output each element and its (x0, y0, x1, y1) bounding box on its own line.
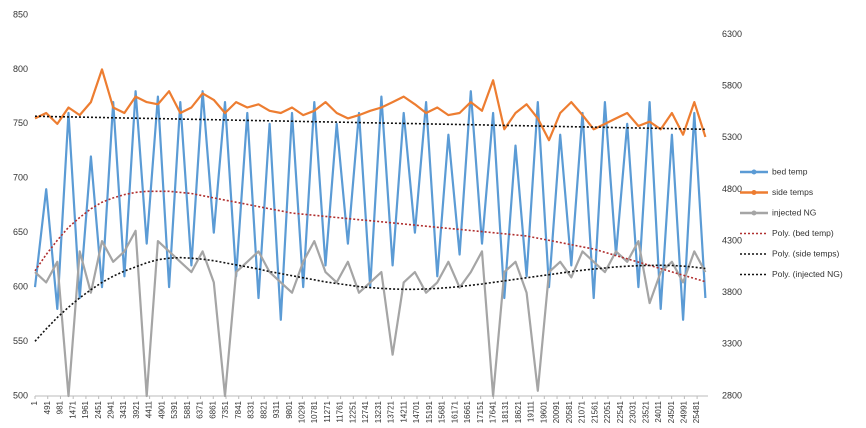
y-tick-label: 550 (13, 336, 28, 346)
y-tick-label: 800 (13, 64, 28, 74)
x-tick-label: 3431 (119, 400, 128, 418)
y2-tick-label: 3800 (722, 287, 742, 297)
legend-marker (751, 210, 757, 216)
x-tick-label: 17641 (488, 400, 497, 423)
x-tick-label: 1961 (81, 400, 90, 418)
x-tick-label: 2451 (94, 400, 103, 418)
x-tick-label: 14211 (399, 400, 408, 422)
legend-marker (751, 169, 757, 175)
x-tick-label: 6861 (208, 400, 217, 418)
y2-tick-label: 2800 (722, 390, 742, 400)
x-tick-label: 24991 (679, 400, 688, 423)
x-tick-label: 15681 (438, 400, 447, 423)
x-tick-label: 23031 (629, 400, 638, 423)
x-tick-label: 1 (30, 400, 39, 405)
x-tick-label: 9801 (285, 400, 294, 418)
x-tick-label: 491 (43, 400, 52, 414)
y2-tick-label: 3300 (722, 339, 742, 349)
x-tick-label: 7841 (234, 400, 243, 418)
x-tick-label: 19111 (527, 400, 536, 422)
x-tick-label: 9311 (272, 400, 281, 418)
x-tick-label: 24011 (654, 400, 663, 422)
x-tick-label: 10291 (298, 400, 307, 423)
x-tick-label: 22051 (603, 400, 612, 423)
series-line (34, 229, 707, 398)
x-tick-label: 4411 (145, 400, 154, 418)
x-tick-label: 5391 (170, 400, 179, 418)
trend-line (34, 256, 706, 342)
legend-label: Poly. (side temps) (772, 248, 840, 258)
x-tick-label: 981 (56, 400, 65, 414)
x-tick-label: 4901 (157, 400, 166, 418)
y-tick-label: 700 (13, 173, 28, 183)
x-tick-label: 13231 (374, 400, 383, 423)
x-tick-label: 14701 (412, 400, 421, 423)
x-tick-label: 3921 (132, 400, 141, 418)
x-tick-label: 16171 (450, 400, 459, 423)
x-tick-label: 21561 (590, 400, 599, 423)
y-tick-label: 600 (13, 282, 28, 292)
y-tick-label: 500 (13, 390, 28, 400)
y2-tick-label: 5300 (722, 132, 742, 142)
x-tick-label: 11761 (336, 400, 345, 422)
x-tick-label: 6371 (196, 400, 205, 418)
x-tick-label: 22541 (616, 400, 625, 423)
x-tick-label: 19601 (539, 400, 548, 423)
legend-label: Poly. (bed temp) (772, 228, 834, 238)
y-tick-label: 750 (13, 118, 28, 128)
x-tick-label: 1471 (68, 400, 77, 418)
x-tick-label: 20091 (552, 400, 561, 423)
x-tick-label: 21071 (578, 400, 587, 423)
x-tick-label: 10781 (310, 400, 319, 423)
x-tick-label: 12741 (361, 400, 370, 423)
y2-tick-label: 5800 (722, 81, 742, 91)
y-tick-label: 650 (13, 227, 28, 237)
x-tick-label: 25481 (692, 400, 701, 423)
x-tick-label: 5881 (183, 400, 192, 418)
legend-marker (751, 190, 757, 195)
legend-label: injected NG (772, 207, 816, 217)
trend-line (34, 190, 706, 283)
x-tick-label: 15191 (425, 400, 434, 423)
x-tick-label: 23521 (641, 400, 650, 423)
legend-label: bed temp (772, 166, 808, 176)
x-tick-label: 20581 (565, 400, 574, 423)
y2-tick-label: 4800 (722, 184, 742, 194)
x-tick-label: 18621 (514, 400, 523, 423)
x-tick-label: 16661 (463, 400, 472, 423)
x-tick-label: 8331 (247, 400, 256, 418)
x-tick-label: 8821 (259, 400, 268, 418)
x-tick-label: 17151 (476, 400, 485, 423)
x-tick-label: 7351 (221, 400, 230, 418)
x-tick-label: 13721 (387, 400, 396, 423)
x-tick-label: 11271 (323, 400, 332, 422)
y2-tick-label: 4300 (722, 235, 742, 245)
legend-label: side temps (772, 187, 813, 197)
x-tick-label: 12251 (348, 400, 357, 423)
series-line (33, 90, 707, 321)
x-tick-label: 2941 (107, 400, 116, 418)
x-tick-label: 24501 (667, 400, 676, 423)
series-line (34, 68, 707, 142)
y-tick-label: 850 (13, 9, 28, 19)
x-tick-label: 18131 (501, 400, 510, 423)
legend-label: Poly. (injected NG) (772, 269, 843, 279)
y2-tick-label: 6300 (722, 29, 742, 39)
